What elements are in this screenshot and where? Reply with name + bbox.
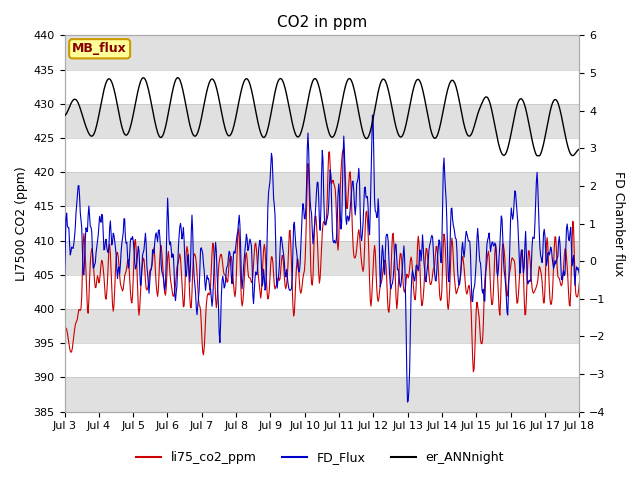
er_ANNnight (61, 113, 68, 119)
er_ANNnight (400, 130, 408, 135)
li75_co2_ppm (175, 254, 183, 260)
li75_co2_ppm (385, 310, 393, 315)
er_ANNnight (123, 132, 131, 138)
Text: MB_flux: MB_flux (72, 42, 127, 55)
FD_Flux (404, 399, 412, 405)
Bar (65, 240, 579, 275)
Bar (65, 377, 579, 412)
FD_Flux (61, 275, 68, 280)
FD_Flux (175, 233, 183, 239)
FD_Flux (385, 255, 393, 261)
li75_co2_ppm (202, 302, 210, 308)
li75_co2_ppm (400, 288, 408, 294)
er_ANNnight (174, 75, 182, 81)
FD_Flux (123, 240, 131, 245)
Line: li75_co2_ppm: li75_co2_ppm (65, 150, 579, 372)
li75_co2_ppm (470, 369, 477, 374)
FD_Flux (202, 279, 210, 285)
li75_co2_ppm (61, 325, 68, 331)
Bar (65, 104, 579, 138)
er_ANNnight (575, 146, 583, 152)
er_ANNnight (70, 96, 77, 102)
er_ANNnight (385, 90, 393, 96)
FD_Flux (575, 271, 583, 277)
Line: er_ANNnight: er_ANNnight (65, 78, 579, 156)
li75_co2_ppm (339, 147, 347, 153)
Bar (65, 309, 579, 343)
li75_co2_ppm (123, 264, 131, 270)
FD_Flux (400, 243, 408, 249)
er_ANNnight (203, 87, 211, 93)
Legend: li75_co2_ppm, FD_Flux, er_ANNnight: li75_co2_ppm, FD_Flux, er_ANNnight (131, 446, 509, 469)
Title: CO2 in ppm: CO2 in ppm (277, 15, 367, 30)
Y-axis label: LI7500 CO2 (ppm): LI7500 CO2 (ppm) (15, 166, 28, 281)
er_ANNnight (533, 153, 541, 159)
FD_Flux (70, 241, 77, 247)
er_ANNnight (176, 77, 184, 83)
FD_Flux (369, 112, 376, 118)
li75_co2_ppm (575, 280, 583, 286)
Line: FD_Flux: FD_Flux (65, 115, 579, 402)
Bar (65, 36, 579, 70)
li75_co2_ppm (70, 333, 77, 338)
Bar (65, 172, 579, 206)
Y-axis label: FD Chamber flux: FD Chamber flux (612, 171, 625, 276)
